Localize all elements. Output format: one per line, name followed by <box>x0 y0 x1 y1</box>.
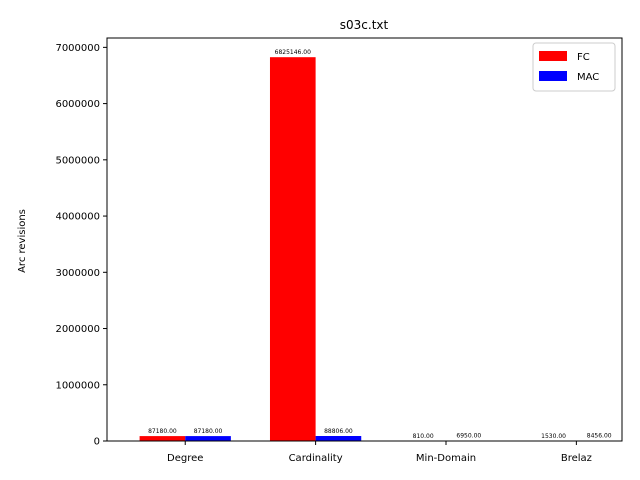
bar-value-label-mac-degree: 87180.00 <box>194 428 223 435</box>
bar-fc-degree <box>139 436 186 441</box>
legend-box <box>532 42 616 92</box>
x-tick-label: Cardinality <box>289 453 343 464</box>
chart-title: s03c.txt <box>340 18 389 32</box>
x-tick-label: Degree <box>167 453 203 464</box>
bar-mac-cardinality <box>315 436 362 441</box>
x-tick-label: Min-Domain <box>416 453 476 464</box>
bars-group <box>139 57 622 441</box>
y-tick-label: 0 <box>94 437 100 448</box>
legend-label-mac: MAC <box>577 72 599 83</box>
y-tick-label: 6000000 <box>55 99 100 110</box>
y-axis-ticks: 0 1000000 2000000 3000000 4000000 5000000 6000… <box>55 43 107 448</box>
legend-swatch-fc <box>539 51 567 61</box>
x-tick-label: Brelaz <box>561 453 592 464</box>
bar-mac-degree <box>185 436 231 441</box>
bar-value-label-fc-degree: 87180.00 <box>148 428 177 435</box>
x-axis-ticks: Degree Cardinality Min-Domain Brelaz <box>167 441 592 464</box>
y-tick-label: 5000000 <box>55 155 100 166</box>
y-tick-label: 4000000 <box>55 212 100 223</box>
bar-value-label-fc-cardinality: 6825146.00 <box>275 49 311 56</box>
bar-value-label-fc-brelaz: 1530.00 <box>541 433 566 440</box>
legend-swatch-mac <box>539 71 567 81</box>
bar-value-labels-group: 87180.00 6825146.00 810.00 1530.00 87180.00 8… <box>148 49 612 440</box>
plot-frame <box>106 37 623 442</box>
bar-value-label-mac-cardinality: 88806.00 <box>324 428 353 435</box>
bar-value-label-mac-brelaz: 8456.00 <box>587 433 612 440</box>
y-axis-label: Arc revisions <box>17 209 28 273</box>
bar-fc-cardinality <box>269 57 316 441</box>
y-tick-label: 7000000 <box>55 43 100 54</box>
y-tick-label: 2000000 <box>55 324 100 335</box>
legend: FC MAC <box>532 42 616 92</box>
bar-value-label-mac-min-domain: 6950.00 <box>456 433 481 440</box>
y-tick-label: 3000000 <box>55 268 100 279</box>
legend-label-fc: FC <box>577 52 590 63</box>
bar-value-label-fc-min-domain: 810.00 <box>413 433 434 440</box>
y-tick-label: 1000000 <box>55 380 100 391</box>
